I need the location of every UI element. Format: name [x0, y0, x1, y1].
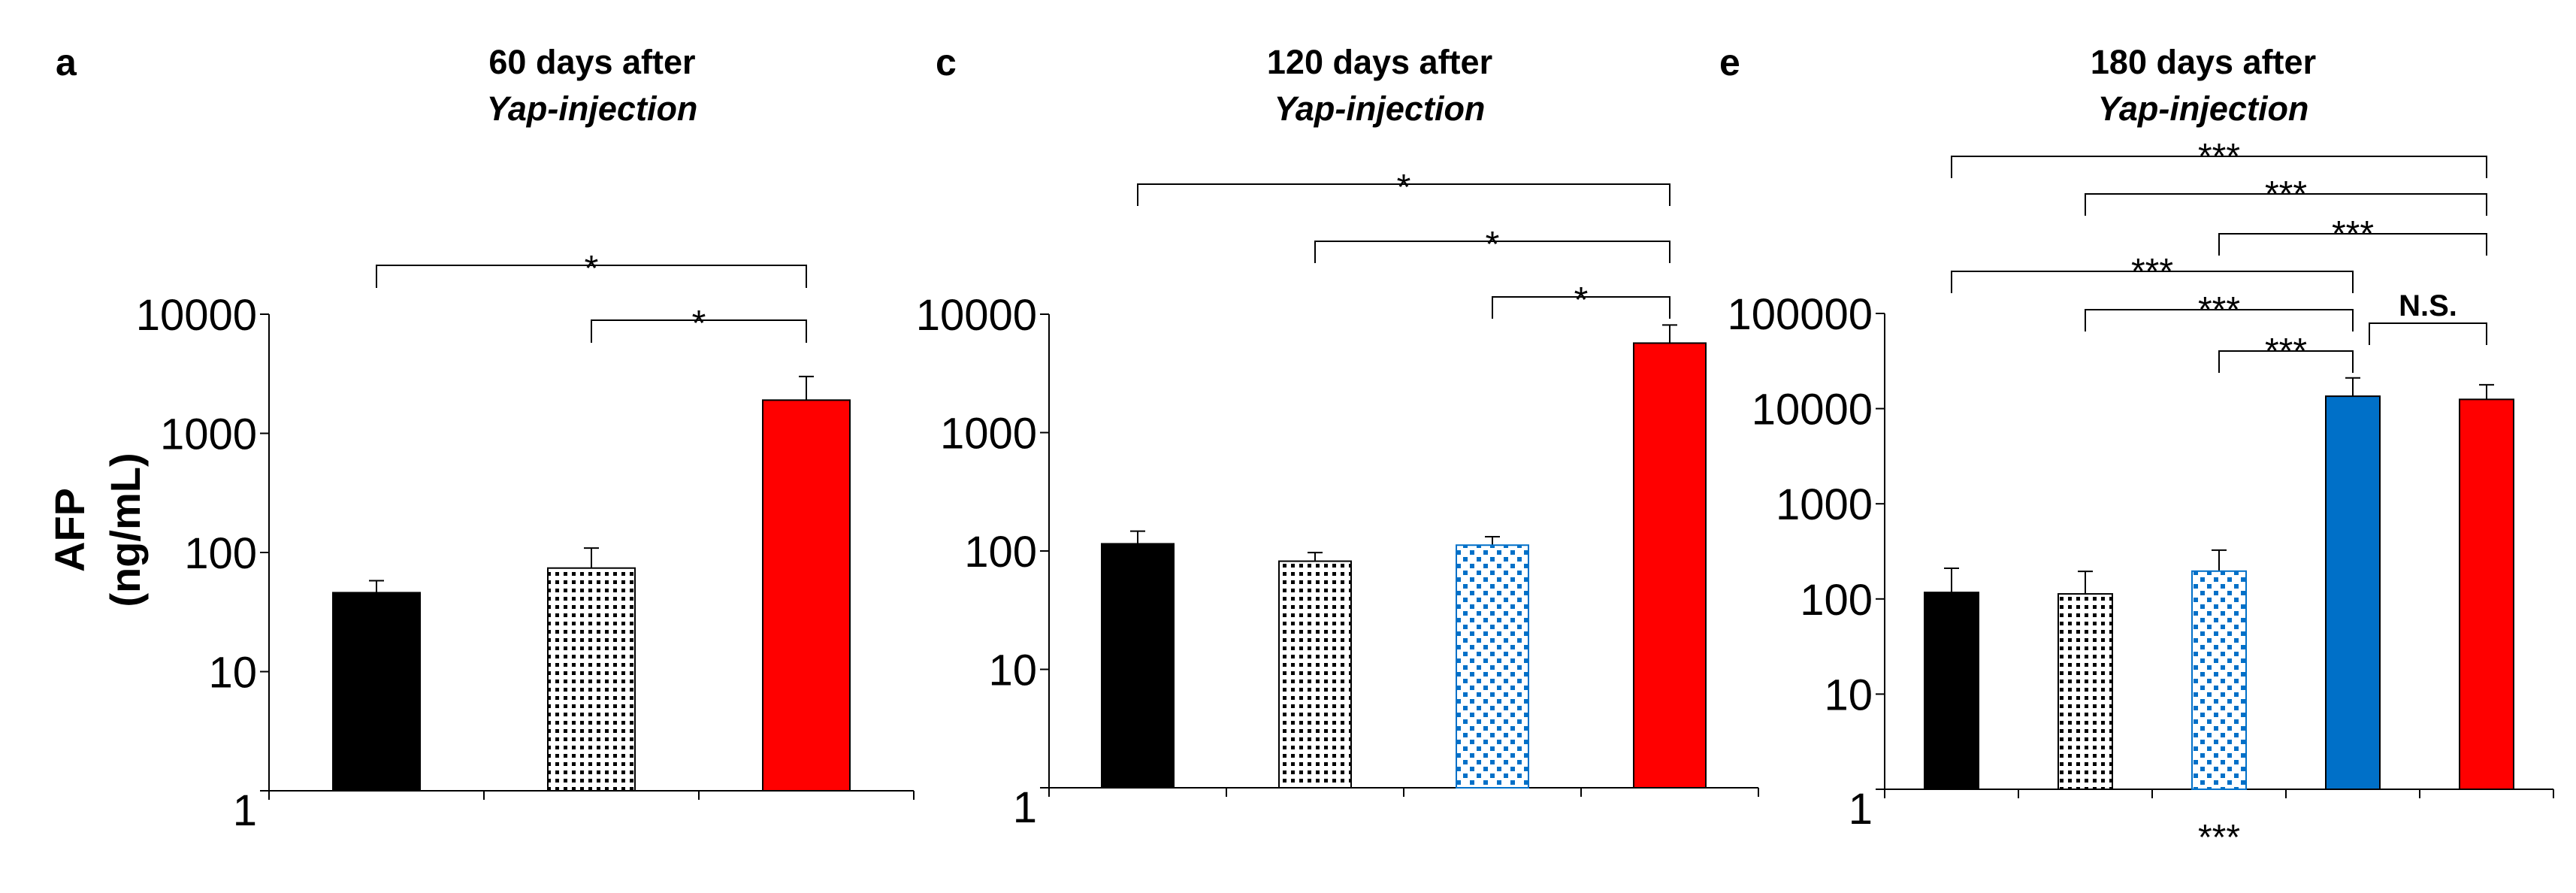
bracket-line — [2218, 350, 2354, 373]
panel-title-line2: Yap-injection — [1274, 89, 1486, 128]
significance-label: *** — [2332, 214, 2374, 254]
bracket-line — [2369, 322, 2487, 345]
significance-label: * — [1574, 280, 1589, 320]
y-tick-label: 100 — [184, 529, 257, 578]
significance-bracket: * — [1492, 280, 1670, 320]
bar — [332, 592, 421, 792]
significance-bracket: *** — [2085, 174, 2487, 216]
bar — [2191, 570, 2247, 790]
y-tick-label: 10000 — [136, 291, 257, 340]
significance-label: *** — [2198, 290, 2240, 330]
bar — [2057, 593, 2113, 790]
y-tick-label: 10 — [208, 649, 257, 698]
significance-bracket: N.S. — [2369, 289, 2487, 345]
significance-label: * — [1397, 168, 1411, 207]
bracket-line — [2085, 309, 2354, 331]
bracket-line — [376, 265, 807, 288]
y-tick-label: 100 — [964, 528, 1037, 577]
panel-title-line2: Yap-injection — [2098, 89, 2309, 128]
significance-bracket: * — [591, 304, 807, 344]
panel-a: a 60 days after Yap-injection 1 10 100 1000 100… — [56, 41, 915, 835]
bar — [2459, 398, 2514, 790]
bar — [2325, 395, 2381, 790]
significance-label: *** — [2265, 331, 2307, 371]
bar — [1101, 543, 1175, 789]
significance-label: N.S. — [2399, 289, 2457, 322]
y-axis-title-line2: (ng/mL) — [101, 453, 149, 607]
significance-bracket: *** — [2218, 214, 2487, 256]
y-tick-label: 1 — [233, 786, 257, 835]
bracket-line — [1137, 183, 1670, 206]
y-tick-label: 10000 — [916, 291, 1037, 340]
panel-letter: e — [1719, 41, 1740, 83]
bar — [547, 567, 636, 792]
panel-title-line2: Yap-injection — [487, 89, 698, 128]
bracket-line — [2085, 193, 2487, 216]
bar — [1278, 560, 1352, 789]
significance-label: * — [692, 304, 706, 344]
significance-bracket: * — [1137, 168, 1670, 207]
panel-title-line1: 60 days after — [488, 43, 695, 81]
bar — [1633, 342, 1707, 789]
bracket-line — [1951, 271, 2354, 293]
significance-label: * — [1486, 225, 1500, 265]
bottom-significance-label: *** — [2198, 818, 2240, 858]
panel-e: e 180 days after Yap-injection 1 10 100 1000 10… — [1719, 41, 2554, 858]
panel-title-line1: 180 days after — [2091, 43, 2316, 81]
panel-c: c 120 days after Yap-injection 1 10 100 1000 10… — [916, 41, 1759, 832]
panel-title-line1: 120 days after — [1267, 43, 1492, 81]
y-tick-label: 10 — [988, 646, 1037, 695]
significance-bracket: *** — [2085, 290, 2354, 331]
y-tick-label: 10000 — [1752, 386, 1873, 434]
significance-bracket: *** — [1951, 137, 2487, 178]
significance-label: * — [585, 249, 599, 289]
y-tick-label: 10 — [1824, 671, 1873, 719]
significance-label: *** — [2265, 174, 2307, 214]
significance-bracket: *** — [2218, 331, 2354, 373]
significance-bracket: *** — [1951, 252, 2354, 293]
y-tick-label: 1000 — [160, 410, 257, 459]
y-tick-label: 1 — [1849, 785, 1873, 834]
significance-bracket: * — [1314, 225, 1670, 265]
y-tick-label: 100 — [1800, 576, 1873, 625]
y-tick-label: 1000 — [1776, 480, 1873, 529]
y-tick-label: 1000 — [940, 410, 1037, 459]
y-axis-title-line1: AFP — [46, 488, 93, 572]
y-tick-label: 1 — [1013, 783, 1037, 832]
significance-label: *** — [2198, 137, 2240, 177]
significance-label: *** — [2131, 252, 2173, 292]
significance-bracket: * — [376, 249, 807, 289]
bracket-line — [2218, 233, 2487, 256]
y-tick-label: 100000 — [1727, 290, 1873, 339]
bracket-line — [1314, 241, 1670, 263]
y-axis-title: AFP (ng/mL) — [46, 453, 149, 607]
bracket-line — [1951, 156, 2487, 178]
bracket-line — [591, 319, 807, 343]
panel-letter: a — [56, 41, 77, 83]
bar — [1456, 544, 1529, 789]
panel-letter: c — [936, 41, 957, 83]
bar — [1924, 592, 1979, 790]
bracket-line — [1492, 296, 1670, 319]
bar — [762, 399, 851, 792]
